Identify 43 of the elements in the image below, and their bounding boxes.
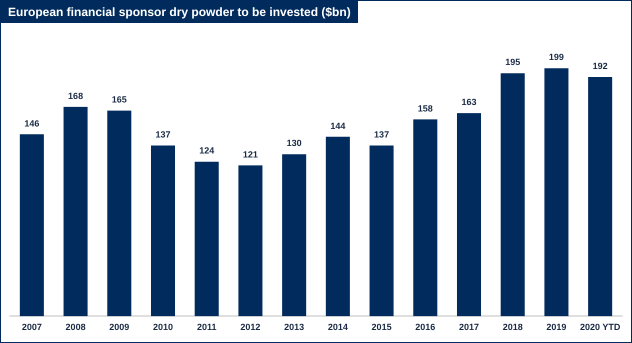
bar [326, 136, 350, 316]
bar [588, 76, 612, 316]
bar [20, 134, 44, 316]
data-label: 165 [112, 94, 127, 105]
x-tick-label: 2008 [66, 322, 86, 332]
x-tick-label: 2011 [196, 322, 216, 332]
data-label: 130 [286, 138, 302, 148]
bar [64, 106, 88, 316]
x-tick-label: 2009 [109, 322, 130, 332]
bar [238, 165, 262, 316]
x-tick-label: 2013 [284, 322, 304, 332]
data-label: 124 [199, 146, 214, 156]
data-label: 137 [374, 129, 390, 140]
data-label: 121 [242, 149, 258, 160]
bar [194, 162, 219, 316]
bar [413, 119, 438, 316]
bar [500, 73, 525, 316]
x-tick-label: 2018 [502, 322, 523, 332]
data-label: 137 [155, 129, 171, 140]
data-label: 144 [330, 120, 346, 131]
x-tick-label: 2020 YTD [580, 322, 621, 332]
x-tick-label: 2017 [458, 322, 480, 332]
bar [456, 113, 482, 316]
data-label: 192 [592, 60, 608, 71]
bar [107, 110, 132, 316]
bar [544, 68, 568, 316]
x-tick-label: 2007 [22, 322, 42, 332]
bar [370, 146, 394, 316]
data-label: 146 [24, 118, 40, 128]
data-label: 195 [505, 57, 520, 68]
x-tick-label: 2010 [152, 322, 174, 332]
x-tick-label: 2016 [415, 322, 436, 332]
x-tick-label: 2015 [372, 322, 392, 332]
bar [150, 146, 176, 316]
data-label: 168 [68, 90, 84, 101]
x-tick-label: 2012 [240, 322, 260, 332]
data-label: 199 [548, 52, 564, 62]
chart-title: European financial sponsor dry powder to be invested ($bn) [1, 1, 358, 23]
data-label: 163 [461, 97, 477, 108]
data-label: 158 [418, 103, 433, 114]
bar [282, 154, 306, 316]
x-tick-label: 2019 [546, 322, 566, 332]
x-tick-label: 2014 [328, 322, 348, 332]
